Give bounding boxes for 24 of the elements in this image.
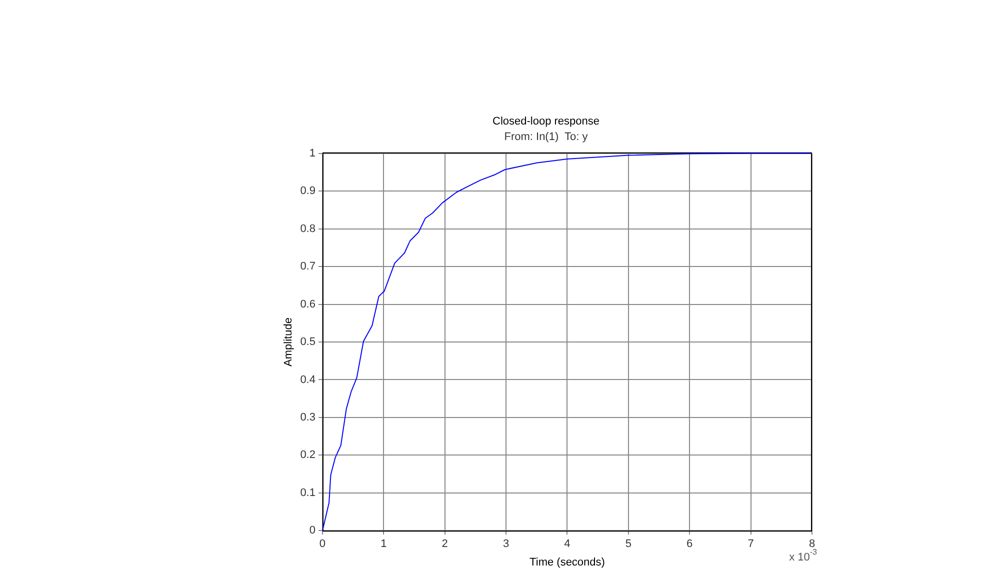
y-tick-label: 0.3 [300,411,316,424]
x-tick-label: 5 [625,538,632,550]
x-tick-label: 8 [808,538,816,550]
x-axis-title: Time (seconds) [530,556,605,568]
x-tick-label: 3 [502,538,510,550]
chart-title: Closed-loop response [492,116,600,128]
y-tick-label: 0 [309,524,316,537]
y-tick-label: 1 [309,147,316,160]
y-tick-label: 0.5 [300,336,316,348]
x-tick-label: 1 [380,538,387,550]
y-tick-label: 0.9 [300,185,316,198]
y-tick-label: 0.1 [300,486,316,499]
y-tick-label: 0.4 [300,374,316,386]
y-tick-label: 0.7 [300,260,316,273]
x-tick-label: 2 [442,538,448,550]
chart-subtitle: From: In(1) To: y [504,130,588,143]
x-tick-label: 7 [748,538,754,550]
x-tick-label: 6 [686,538,693,550]
x-tick-label: 4 [564,538,570,550]
y-tick-label: 0.8 [300,222,316,235]
y-tick-label: 0.2 [300,449,316,462]
x-tick-label: 0 [319,538,326,550]
y-tick-label: 0.6 [300,298,316,310]
y-axis-title: Amplitude [282,318,295,366]
